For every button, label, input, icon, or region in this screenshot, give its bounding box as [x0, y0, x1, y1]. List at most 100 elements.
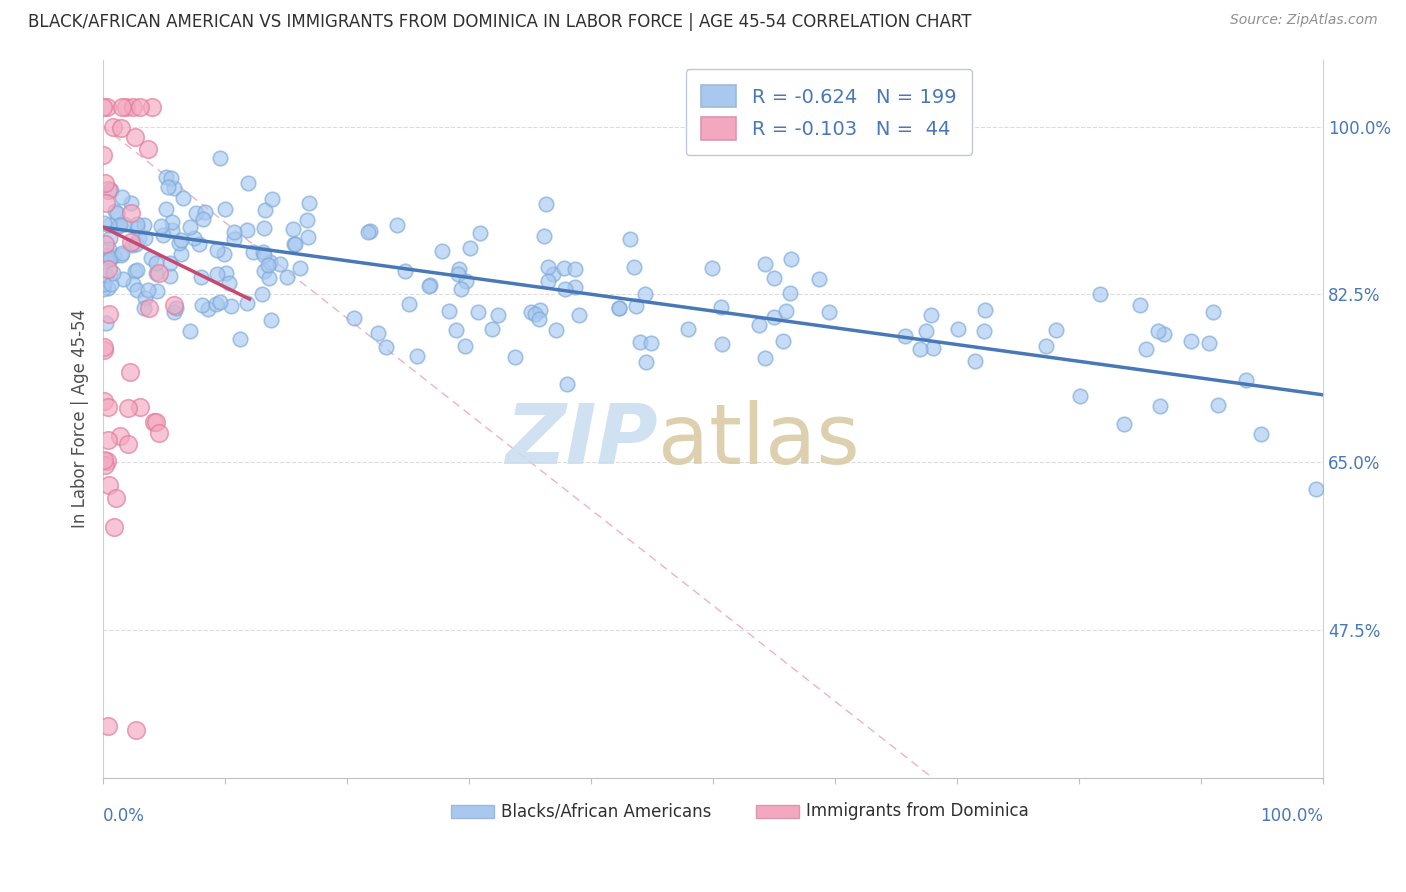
- Point: [107, 219, 129, 233]
- Point: [529, 302, 551, 317]
- Point: [93, 101, 115, 115]
- Point: [946, 322, 969, 336]
- Point: [97, 307, 120, 321]
- Point: [406, 349, 429, 363]
- Point: [112, 218, 135, 232]
- Point: [343, 311, 366, 326]
- Text: Source: ZipAtlas.com: Source: ZipAtlas.com: [1230, 13, 1378, 28]
- Point: [454, 339, 477, 353]
- Point: [148, 425, 170, 440]
- Point: [236, 176, 259, 190]
- Point: [143, 415, 166, 429]
- Point: [115, 101, 138, 115]
- Point: [564, 262, 586, 277]
- Point: [97, 252, 120, 267]
- Point: [125, 236, 148, 251]
- Point: [103, 520, 125, 534]
- Point: [568, 308, 591, 322]
- Point: [117, 401, 139, 415]
- Point: [108, 219, 131, 233]
- Point: [450, 282, 472, 296]
- Point: [700, 260, 723, 275]
- Point: [536, 197, 558, 211]
- Point: [120, 196, 142, 211]
- Point: [259, 313, 281, 327]
- Point: [120, 235, 142, 249]
- Point: [163, 181, 186, 195]
- Point: [125, 723, 148, 738]
- Point: [555, 377, 578, 392]
- FancyBboxPatch shape: [451, 805, 494, 818]
- Point: [208, 151, 231, 165]
- Point: [367, 326, 389, 340]
- Point: [297, 212, 319, 227]
- Point: [170, 233, 193, 247]
- Point: [159, 256, 181, 270]
- Point: [214, 202, 236, 216]
- Point: [194, 205, 217, 219]
- Point: [394, 264, 416, 278]
- Point: [108, 428, 131, 442]
- Point: [253, 247, 276, 261]
- Point: [121, 237, 143, 252]
- Point: [818, 305, 841, 319]
- Point: [297, 230, 319, 244]
- Point: [1090, 287, 1112, 301]
- Point: [437, 303, 460, 318]
- Point: [447, 267, 470, 281]
- Point: [623, 260, 645, 274]
- Point: [163, 298, 186, 312]
- Point: [554, 282, 576, 296]
- Point: [780, 252, 803, 267]
- Point: [209, 294, 232, 309]
- Point: [132, 301, 155, 315]
- Point: [468, 226, 491, 240]
- Point: [915, 324, 938, 338]
- Point: [398, 296, 420, 310]
- Point: [253, 264, 276, 278]
- Point: [145, 256, 167, 270]
- Point: [1045, 322, 1067, 336]
- Point: [128, 230, 150, 244]
- Point: [546, 323, 568, 337]
- Point: [146, 284, 169, 298]
- Point: [1112, 417, 1135, 431]
- Point: [710, 300, 733, 314]
- Point: [1250, 426, 1272, 441]
- Point: [1035, 338, 1057, 352]
- Point: [356, 225, 378, 239]
- Point: [564, 280, 586, 294]
- Point: [157, 180, 180, 194]
- Point: [553, 261, 575, 276]
- Point: [1149, 399, 1171, 413]
- Point: [117, 437, 139, 451]
- Point: [122, 277, 145, 292]
- Point: [184, 206, 207, 220]
- Point: [165, 301, 187, 316]
- Point: [283, 236, 305, 251]
- Point: [748, 318, 770, 332]
- Point: [103, 249, 125, 263]
- Point: [676, 322, 699, 336]
- Point: [96, 268, 118, 282]
- Point: [179, 325, 201, 339]
- Point: [204, 297, 226, 311]
- Point: [229, 333, 252, 347]
- Point: [111, 245, 134, 260]
- Point: [162, 215, 184, 229]
- Point: [609, 301, 631, 315]
- Point: [467, 305, 489, 319]
- Point: [97, 261, 120, 276]
- Point: [281, 222, 304, 236]
- Point: [1180, 334, 1202, 349]
- Point: [1129, 298, 1152, 312]
- Point: [640, 336, 662, 351]
- Point: [894, 329, 917, 343]
- Point: [458, 241, 481, 255]
- Point: [197, 301, 219, 316]
- Text: Immigrants from Dominica: Immigrants from Dominica: [806, 802, 1029, 820]
- Text: BLACK/AFRICAN AMERICAN VS IMMIGRANTS FROM DOMINICA IN LABOR FORCE | AGE 45-54 CO: BLACK/AFRICAN AMERICAN VS IMMIGRANTS FRO…: [28, 13, 972, 31]
- Point: [537, 274, 560, 288]
- Point: [910, 342, 932, 356]
- Point: [97, 183, 120, 197]
